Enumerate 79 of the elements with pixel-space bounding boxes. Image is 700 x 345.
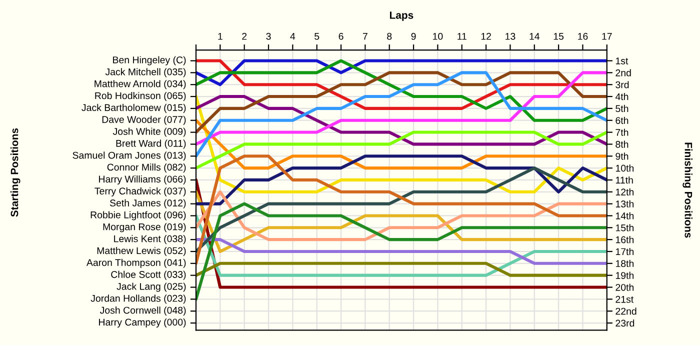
x-axis-title: Laps [390, 12, 414, 21]
y-tick-label: 10th [616, 164, 634, 172]
text: Jack Lang (025) [116, 282, 186, 292]
y-tick-label: 17th [616, 248, 634, 256]
y-tick-label: 3rd [616, 81, 629, 88]
text: Robbie Lightfoot (096) [90, 211, 186, 220]
y-tick-label: 19th [616, 272, 634, 279]
x-tick-label: 17 [602, 32, 612, 40]
y-tick-label: 13th [616, 200, 634, 208]
text: Seth James (012) [110, 199, 186, 208]
text: Matthew Lewis (052) [97, 246, 186, 256]
y-tick-label: 21st [616, 296, 634, 303]
x-tick-label: 9 [411, 32, 416, 40]
y-axis-title: Finishing Positions [682, 142, 692, 238]
y-tick-label: 6th [616, 116, 628, 124]
line-series [196, 166, 607, 254]
x-tick-label: 1 [218, 32, 222, 40]
text: Terry Chadwick (037) [94, 187, 186, 196]
text: Chloe Scott (033) [111, 270, 186, 280]
line-series [196, 214, 607, 277]
text: Jordan Hollands (023) [90, 294, 186, 304]
y-tick-label: 4th [615, 92, 628, 100]
line-series [196, 130, 607, 170]
x-tick-label: 3 [266, 32, 271, 40]
y-tick-label: 11th [616, 176, 633, 184]
x-tick-label: 2 [242, 32, 247, 40]
text: Aaron Thompson (041) [86, 258, 186, 268]
text: Josh Cornwell (048) [100, 306, 186, 316]
text: Ben Hingeley (C) [113, 56, 186, 66]
text: Matthew Arnold (034) [94, 80, 186, 90]
x-tick-label: 5 [314, 32, 320, 40]
y-tick-label: 5th [616, 104, 628, 112]
line-series [196, 59, 607, 122]
y-tick-label: 20th [616, 284, 634, 291]
text: Harry Williams (066) [99, 175, 186, 184]
text: Josh White (009) [112, 128, 186, 137]
x-tick-label: 15 [554, 32, 564, 40]
text: Starting Positions [10, 128, 20, 217]
x-tick-label: 7 [362, 32, 368, 40]
line-series [196, 71, 607, 134]
line-series [196, 94, 607, 146]
y-tick-label: 2nd [616, 69, 631, 76]
text: Brett Ward (011) [116, 140, 186, 149]
line-series [196, 118, 607, 170]
y-tick-label: 15th [616, 224, 634, 232]
y-tick-label: 7th [616, 128, 628, 136]
text: Morgan Rose (019) [103, 223, 186, 232]
text: Connor Mills (082) [107, 164, 186, 173]
line-series [196, 154, 607, 265]
x-tick-label: 6 [338, 32, 344, 40]
x-tick-label: 8 [387, 32, 392, 40]
line-series [196, 190, 607, 254]
y-tick-label: 14th [616, 212, 634, 220]
text: Jack Mitchell (035) [105, 68, 186, 78]
text: Harry Campey (000) [99, 318, 186, 328]
x-tick-label: 12 [481, 32, 491, 40]
line-series [196, 154, 607, 206]
x-tick-label: 13 [506, 32, 516, 40]
x-tick-label: 11 [458, 32, 466, 40]
y-tick-label: 8th [616, 140, 628, 148]
text: Dave Wooder (077) [102, 116, 186, 125]
y-tick-label: 9th [616, 152, 628, 160]
text: Jack Bartholomew (015) [82, 104, 186, 113]
x-tick-label: 10 [433, 32, 443, 40]
x-tick-label: 4 [290, 32, 296, 40]
line-series [196, 202, 607, 301]
y-tick-label: 12th [616, 188, 634, 196]
line-series [196, 190, 607, 242]
y-tick-label: 18th [616, 260, 634, 268]
line-series [196, 59, 607, 110]
y-tick-label: 1st [616, 58, 628, 64]
text: Rob Hodkinson (065) [95, 92, 186, 102]
text: Lewis Kent (038) [114, 235, 186, 244]
y-tick-label: 23rd [616, 319, 634, 327]
x-tick-label: 14 [530, 32, 540, 40]
y-tick-label: 16th [616, 236, 634, 244]
y-tick-label: 22nd [616, 308, 636, 315]
text: Samuel Oram Jones (013) [72, 152, 186, 161]
x-tick-label: 16 [578, 32, 588, 40]
